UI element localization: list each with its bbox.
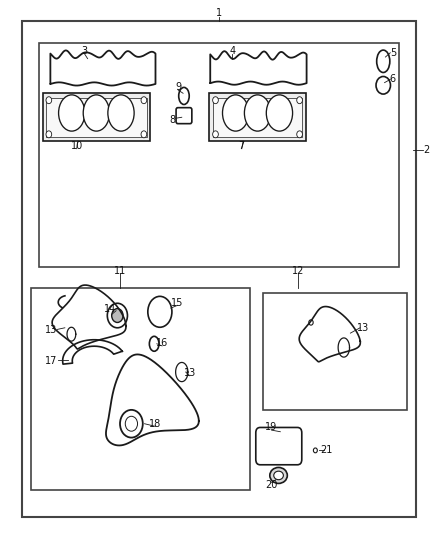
Ellipse shape <box>148 296 172 327</box>
Ellipse shape <box>46 96 52 103</box>
Bar <box>213 98 302 137</box>
Text: 20: 20 <box>265 480 278 490</box>
Text: 15: 15 <box>171 298 184 308</box>
Ellipse shape <box>149 336 159 351</box>
Ellipse shape <box>112 309 123 322</box>
FancyBboxPatch shape <box>176 108 192 124</box>
Text: 13: 13 <box>184 368 196 378</box>
Bar <box>42 93 150 141</box>
Text: 1: 1 <box>216 9 222 18</box>
Ellipse shape <box>297 131 302 138</box>
Ellipse shape <box>213 131 219 138</box>
Text: 6: 6 <box>390 75 396 84</box>
Bar <box>31 288 250 490</box>
Text: 17: 17 <box>45 357 57 366</box>
Ellipse shape <box>270 467 287 483</box>
Text: 13: 13 <box>357 323 370 333</box>
Ellipse shape <box>46 131 52 138</box>
Ellipse shape <box>223 95 249 131</box>
Ellipse shape <box>107 303 127 328</box>
Text: 7: 7 <box>239 141 245 151</box>
Bar <box>209 93 306 141</box>
Text: 5: 5 <box>390 48 396 58</box>
Ellipse shape <box>314 448 317 453</box>
Text: 2: 2 <box>424 146 430 155</box>
FancyBboxPatch shape <box>256 427 302 465</box>
Text: 4: 4 <box>229 46 235 56</box>
Text: 11: 11 <box>114 266 127 276</box>
Text: 9: 9 <box>175 83 181 92</box>
Ellipse shape <box>377 50 390 72</box>
Ellipse shape <box>141 96 147 103</box>
Text: 19: 19 <box>265 423 278 432</box>
Ellipse shape <box>266 95 293 131</box>
Bar <box>46 98 146 137</box>
Text: 16: 16 <box>156 338 168 348</box>
Text: 12: 12 <box>292 266 304 276</box>
Ellipse shape <box>244 95 271 131</box>
Ellipse shape <box>274 471 283 480</box>
Text: 13: 13 <box>45 326 57 335</box>
Ellipse shape <box>83 95 110 131</box>
Ellipse shape <box>108 95 134 131</box>
Ellipse shape <box>141 131 147 138</box>
Ellipse shape <box>376 76 390 94</box>
Text: 21: 21 <box>320 446 332 455</box>
Ellipse shape <box>213 96 219 103</box>
Text: 10: 10 <box>71 141 83 151</box>
Bar <box>263 293 407 410</box>
Ellipse shape <box>179 87 189 104</box>
Ellipse shape <box>120 410 143 438</box>
Text: 14: 14 <box>104 304 117 314</box>
Text: 3: 3 <box>81 46 88 56</box>
Text: 8: 8 <box>170 115 176 125</box>
Ellipse shape <box>297 96 302 103</box>
Ellipse shape <box>309 320 313 325</box>
Bar <box>39 43 399 266</box>
Ellipse shape <box>59 95 85 131</box>
Text: 18: 18 <box>149 419 162 429</box>
Ellipse shape <box>125 416 138 431</box>
